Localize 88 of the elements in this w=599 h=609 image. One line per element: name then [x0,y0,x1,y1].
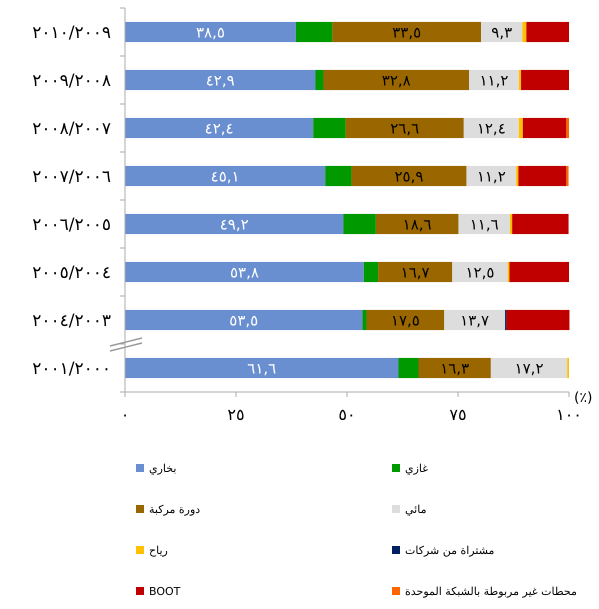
data-label: ١٢,٥ [466,263,494,282]
bar [325,166,352,186]
data-label: ١٨,٦ [402,215,432,234]
bar [125,358,399,378]
bar [506,310,570,330]
x-tick-label: ٧٥ [449,405,467,424]
y-tick-label: ٢٠٠٥/٢٠٠٤ [32,262,111,283]
bar [518,118,523,138]
bar [125,118,314,138]
bar [313,118,346,138]
bar [444,310,506,330]
legend-label: محطات غير مربوطة بالشبكة الموحدة [405,584,577,598]
bar [296,22,332,42]
data-label: ١٣,٧ [460,311,490,330]
x-tick-label: ٢٥ [227,405,245,424]
bar [522,118,566,138]
bar [522,22,526,42]
legend-label: رياح [149,544,168,557]
data-label: ١٦,٧ [400,263,430,282]
data-label: ١١,٢ [479,71,508,90]
bar [458,214,510,234]
bar [125,214,344,234]
bar [418,358,491,378]
data-label: ٣٨,٥ [196,23,225,42]
bar [378,262,452,282]
data-label: ٣٣,٥ [392,23,422,42]
bar [466,166,516,186]
bar [566,118,569,138]
bar [351,166,466,186]
data-label: ١١,٦ [470,215,499,234]
data-label: ٤٥,١ [210,167,240,186]
y-tick-label: ٢٠٠١/٢٠٠٠ [32,358,111,379]
x-tick-label: ٠ [120,405,130,424]
data-label: ١٢,٤ [476,119,506,138]
legend-label: دورة مركبة [149,502,200,516]
data-label: ٥٣,٥ [229,311,258,330]
y-tick-label: ٢٠١٠/٢٠٠٩ [32,22,111,43]
bar [125,262,364,282]
bar [125,166,326,186]
bar [398,358,418,378]
data-label: ٥٣,٨ [230,263,259,282]
x-tick-label: ١٠٠ [556,405,582,424]
bar [323,70,470,90]
data-label: ١١,٢ [476,167,506,186]
legend-label: BOOT [149,584,181,598]
data-label: ١٦,٣ [440,359,470,378]
data-label: ٩,٣ [491,23,512,42]
bar [125,70,316,90]
y-tick-label: ٢٠٠٩/٢٠٠٨ [32,70,111,91]
data-label: ٣٢,٨ [382,71,411,90]
data-label: ٤٩,٢ [220,215,249,234]
y-tick-label: ٢٠٠٤/٢٠٠٣ [32,310,111,331]
bar [526,22,569,42]
bar [464,118,519,138]
data-label: ٤٢,٩ [206,71,235,90]
bar [490,358,568,378]
bar [315,70,324,90]
bar [521,70,569,90]
x-axis-title: (٪) [574,390,592,406]
data-label: ٢٦,٦ [390,119,420,138]
bar [481,22,522,42]
bar [518,166,566,186]
bar [332,22,482,42]
data-label: ١٧,٢ [514,359,544,378]
bar [362,310,367,330]
data-label: ٦١,٦ [247,359,276,378]
legend-label: غازي [405,462,428,475]
legend-label: بخاري [149,462,176,475]
bar [376,214,458,234]
data-label: ٤٢,٤ [204,119,234,138]
bar [510,262,569,282]
x-tick-label: ٥٠ [338,405,356,424]
legend-label: مائي [405,502,427,516]
bar [366,310,444,330]
y-tick-label: ٢٠٠٨/٢٠٠٧ [32,118,111,139]
bar [343,214,376,234]
bar [364,262,378,282]
bar [512,214,569,234]
data-label: ١٧,٥ [390,311,420,330]
bar [125,310,363,330]
bar [469,70,519,90]
y-tick-label: ٢٠٠٧/٢٠٠٦ [32,166,111,187]
bar [452,262,508,282]
data-label: ٢٥,٩ [394,167,424,186]
y-tick-label: ٢٠٠٦/٢٠٠٥ [32,214,111,235]
legend-label: مشتراة من شركات [405,544,495,557]
bar [346,118,464,138]
bar [125,22,296,42]
